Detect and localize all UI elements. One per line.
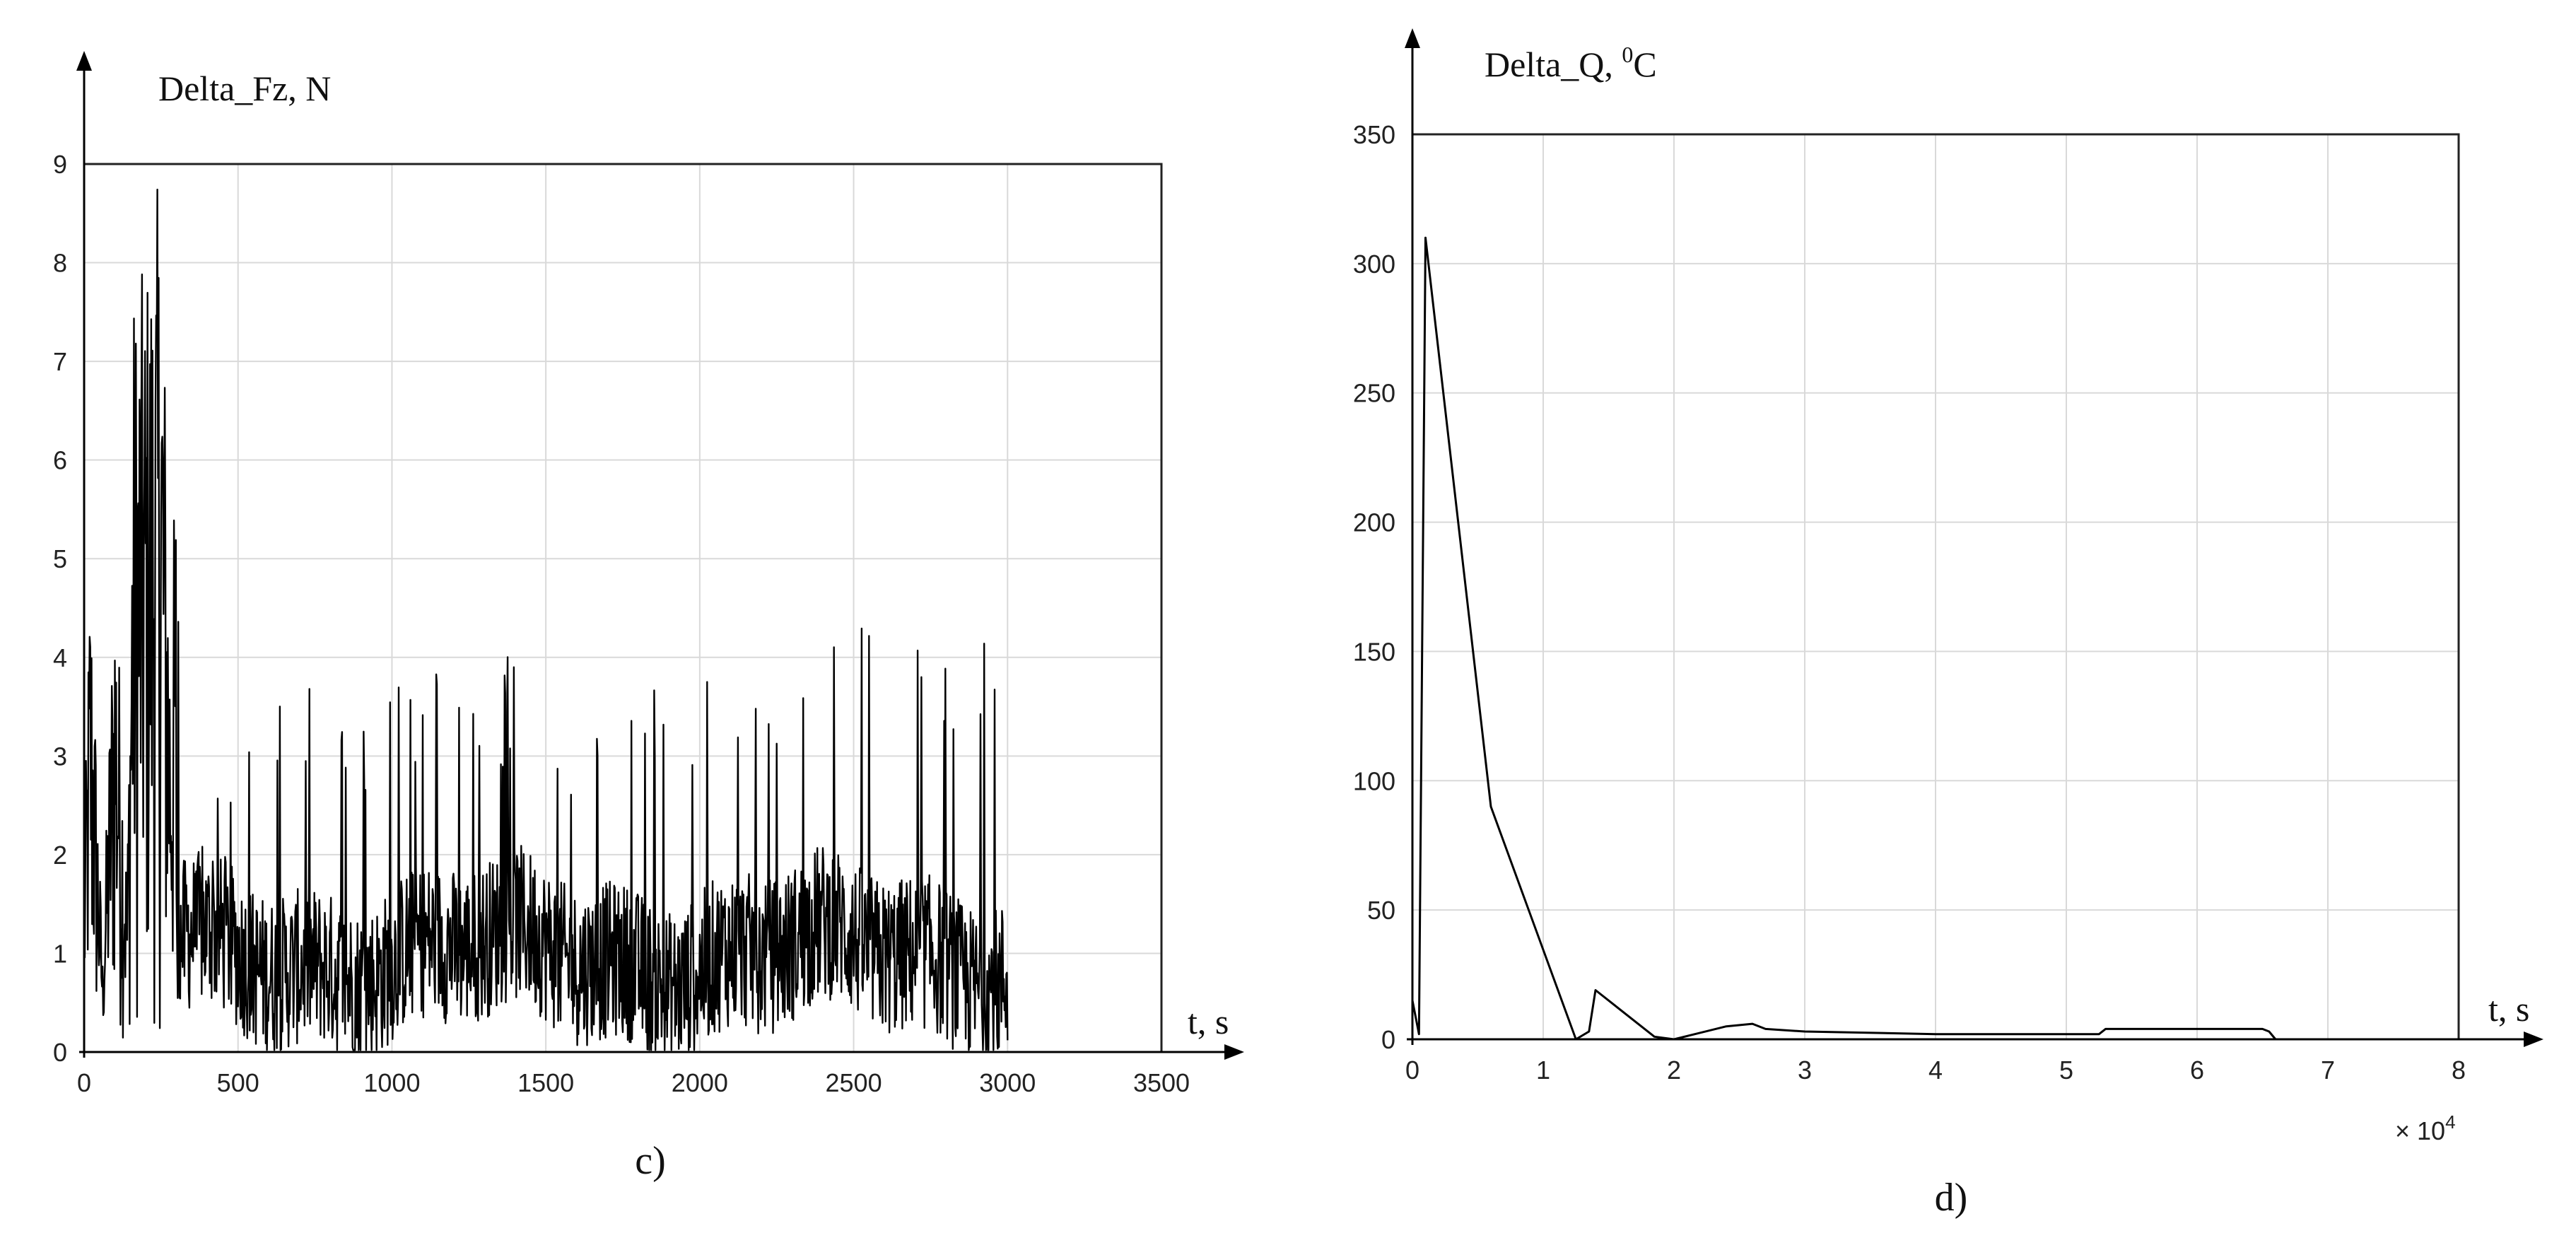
chart-d-x-multiplier-base: × 10 <box>2395 1116 2445 1145</box>
chart-c-x-ticks: 0 500 1000 1500 2000 2500 3000 3500 <box>77 1068 1190 1097</box>
c-y-tick-label: 2 <box>53 841 67 870</box>
chart-c-panel-label: c) <box>635 1139 666 1183</box>
chart-d-series-line <box>1411 236 2459 1041</box>
d-x-tick-label: 0 <box>1405 1056 1419 1085</box>
chart-c-y-axis-arrow <box>76 51 92 71</box>
d-x-tick-label: 7 <box>2321 1056 2335 1085</box>
d-y-tick-label: 50 <box>1367 896 1395 925</box>
chart-d-grid <box>1412 134 2459 1039</box>
chart-d-x-label: t, s <box>2488 989 2529 1029</box>
chart-d-title-text: Delta_Q, <box>1485 45 1622 84</box>
d-x-tick-label: 1 <box>1536 1056 1550 1085</box>
chart-c-title: Delta_Fz, N <box>158 69 331 108</box>
c-x-tick-label: 2000 <box>672 1068 728 1097</box>
chart-d-panel-label: d) <box>1935 1176 1968 1220</box>
chart-d-x-ticks: 0 1 2 3 4 5 6 7 8 <box>1405 1056 2466 1085</box>
chart-d-x-multiplier-exp: 4 <box>2445 1111 2455 1133</box>
c-y-tick-label: 3 <box>53 742 67 771</box>
d-x-tick-label: 3 <box>1798 1056 1812 1085</box>
chart-c: 0 500 1000 1500 2000 2500 3000 3500 0123456789 … <box>53 51 1244 1183</box>
chart-d: 0 1 2 3 4 5 6 7 8 0 50 100 150 200 250 300 350 Delta_Q,… <box>1353 28 2543 1220</box>
chart-c-y-ticks: 0 1 2 3 4 5 6 7 8 9 <box>53 150 67 1067</box>
chart-c-series-line <box>83 188 1009 1051</box>
d-x-tick-label: 4 <box>1928 1056 1943 1085</box>
c-x-tick-label: 2500 <box>826 1068 882 1097</box>
chart-d-x-multiplier: × 104 <box>2395 1111 2456 1145</box>
d-y-tick-label: 0 <box>1381 1025 1395 1054</box>
c-x-tick-label: 3500 <box>1133 1068 1190 1097</box>
d-y-tick-label: 300 <box>1353 250 1395 279</box>
c-x-tick-label: 1000 <box>363 1068 420 1097</box>
d-y-tick-label: 150 <box>1353 637 1395 666</box>
chart-d-x-axis-arrow <box>2524 1032 2543 1047</box>
c-x-tick-label: 500 <box>217 1068 259 1097</box>
chart-c-x-label: t, s <box>1188 1002 1229 1041</box>
c-x-tick-label: 3000 <box>979 1068 1036 1097</box>
d-y-tick-label: 250 <box>1353 379 1395 408</box>
chart-d-title-unit: C <box>1633 45 1656 84</box>
c-y-tick-label: 4 <box>53 643 67 672</box>
c-x-tick-label: 0 <box>77 1068 91 1097</box>
c-y-tick-label: 8 <box>53 249 67 278</box>
chart-d-y-axis-arrow <box>1405 28 1420 48</box>
d-x-tick-label: 6 <box>2190 1056 2204 1085</box>
chart-d-title: Delta_Q, 0C <box>1485 42 1657 84</box>
d-x-tick-label: 2 <box>1667 1056 1681 1085</box>
c-y-tick-label: 6 <box>53 446 67 475</box>
d-y-tick-label: 350 <box>1353 120 1395 149</box>
c-x-tick-label: 1500 <box>517 1068 574 1097</box>
d-x-tick-label: 5 <box>2059 1056 2073 1085</box>
d-y-tick-label: 100 <box>1353 766 1395 795</box>
chart-c-grid <box>84 164 1161 1052</box>
d-x-tick-label: 8 <box>2452 1056 2466 1085</box>
c-y-tick-label: 5 <box>53 544 67 573</box>
c-y-tick-label: 1 <box>53 939 67 968</box>
c-y-tick-label: 0 <box>53 1038 67 1067</box>
chart-c-x-axis-arrow <box>1224 1044 1244 1060</box>
c-y-tick-label: 7 <box>53 347 67 376</box>
chart-d-title-superscript: 0 <box>1622 42 1633 67</box>
c-y-tick-label: 9 <box>53 150 67 179</box>
d-y-tick-label: 200 <box>1353 508 1395 537</box>
chart-d-y-ticks: 0 50 100 150 200 250 300 350 <box>1353 120 1395 1054</box>
